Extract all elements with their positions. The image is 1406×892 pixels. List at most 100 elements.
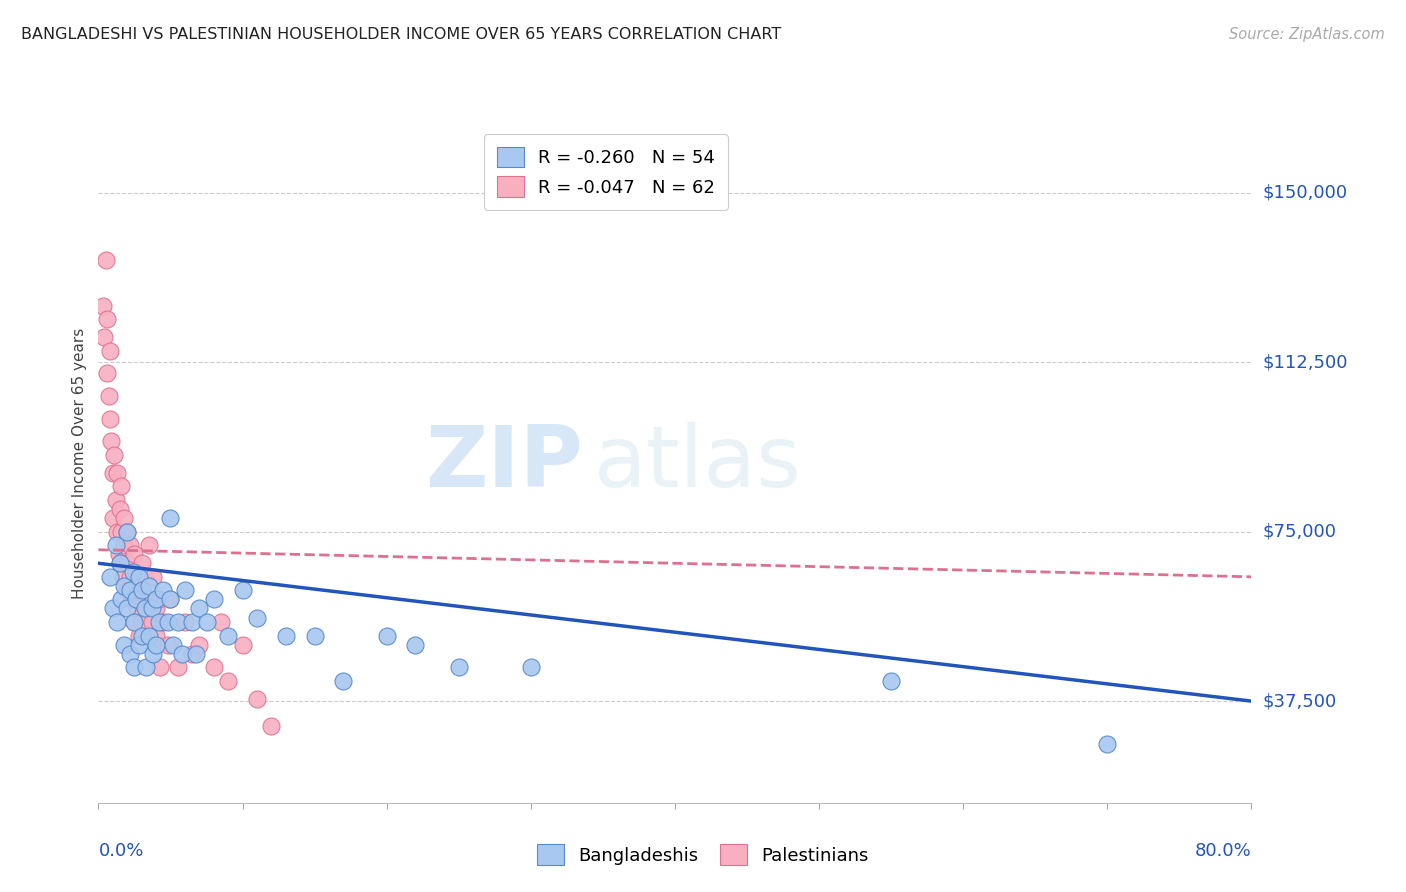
Point: [145, 629, 167, 643]
Point: [246, 610, 269, 624]
Point: [159, 592, 181, 607]
Point: [152, 583, 174, 598]
Point: [124, 583, 146, 598]
Point: [138, 579, 160, 593]
Point: [128, 638, 150, 652]
Point: [131, 615, 153, 629]
Legend: R = -0.260   N = 54, R = -0.047   N = 62: R = -0.260 N = 54, R = -0.047 N = 62: [484, 134, 727, 210]
Point: [117, 601, 138, 615]
Point: [98, 570, 121, 584]
Point: [159, 592, 181, 607]
Text: 80.0%: 80.0%: [1195, 842, 1251, 860]
Point: [447, 660, 470, 674]
Point: [112, 511, 135, 525]
Point: [260, 719, 283, 733]
Text: Source: ZipAtlas.com: Source: ZipAtlas.com: [1229, 27, 1385, 42]
Point: [121, 592, 143, 607]
Point: [101, 511, 124, 525]
Point: [1097, 737, 1119, 751]
Point: [107, 547, 129, 561]
Point: [117, 524, 138, 539]
Point: [142, 570, 165, 584]
Point: [91, 299, 114, 313]
Point: [108, 556, 131, 570]
Point: [152, 615, 174, 629]
Text: $112,500: $112,500: [1263, 353, 1348, 371]
Point: [332, 673, 354, 688]
Text: BANGLADESHI VS PALESTINIAN HOUSEHOLDER INCOME OVER 65 YEARS CORRELATION CHART: BANGLADESHI VS PALESTINIAN HOUSEHOLDER I…: [21, 27, 782, 42]
Legend: Bangladeshis, Palestinians: Bangladeshis, Palestinians: [527, 835, 879, 874]
Point: [405, 638, 427, 652]
Point: [156, 638, 179, 652]
Point: [101, 601, 124, 615]
Point: [880, 673, 903, 688]
Text: $75,000: $75,000: [1263, 523, 1337, 541]
Point: [112, 538, 135, 552]
Point: [120, 583, 142, 598]
Point: [217, 629, 239, 643]
Point: [274, 629, 297, 643]
Point: [110, 479, 132, 493]
Point: [108, 502, 131, 516]
Point: [122, 566, 145, 580]
Point: [128, 629, 150, 643]
Point: [209, 615, 232, 629]
Point: [105, 615, 128, 629]
Point: [181, 615, 204, 629]
Point: [110, 592, 132, 607]
Point: [124, 615, 146, 629]
Point: [98, 411, 121, 425]
Point: [128, 570, 150, 584]
Point: [138, 538, 160, 552]
Point: [127, 601, 149, 615]
Point: [162, 638, 184, 652]
Text: 0.0%: 0.0%: [98, 842, 143, 860]
Point: [111, 570, 134, 584]
Point: [520, 660, 543, 674]
Point: [120, 570, 142, 584]
Text: $37,500: $37,500: [1263, 692, 1337, 710]
Point: [202, 660, 225, 674]
Point: [170, 647, 193, 661]
Point: [108, 556, 131, 570]
Point: [94, 253, 117, 268]
Point: [156, 615, 179, 629]
Point: [135, 660, 157, 674]
Point: [131, 583, 153, 598]
Point: [124, 547, 146, 561]
Point: [149, 660, 172, 674]
Point: [128, 570, 150, 584]
Point: [125, 592, 148, 607]
Point: [97, 389, 120, 403]
Point: [148, 615, 170, 629]
Point: [134, 601, 156, 615]
Point: [145, 601, 167, 615]
Point: [141, 601, 163, 615]
Point: [375, 629, 398, 643]
Point: [131, 556, 153, 570]
Point: [100, 434, 122, 449]
Point: [131, 629, 153, 643]
Text: ZIP: ZIP: [425, 422, 582, 506]
Point: [112, 579, 135, 593]
Point: [105, 466, 128, 480]
Y-axis label: Householder Income Over 65 years: Householder Income Over 65 years: [72, 328, 87, 599]
Point: [124, 660, 146, 674]
Point: [117, 556, 138, 570]
Text: $150,000: $150,000: [1263, 184, 1347, 202]
Point: [104, 493, 127, 508]
Point: [231, 583, 254, 598]
Point: [188, 638, 211, 652]
Point: [159, 511, 181, 525]
Point: [181, 647, 204, 661]
Point: [117, 583, 138, 598]
Point: [138, 629, 160, 643]
Point: [105, 524, 128, 539]
Point: [124, 615, 146, 629]
Point: [217, 673, 239, 688]
Point: [166, 660, 188, 674]
Point: [166, 615, 188, 629]
Point: [174, 583, 197, 598]
Point: [96, 312, 118, 326]
Point: [195, 615, 218, 629]
